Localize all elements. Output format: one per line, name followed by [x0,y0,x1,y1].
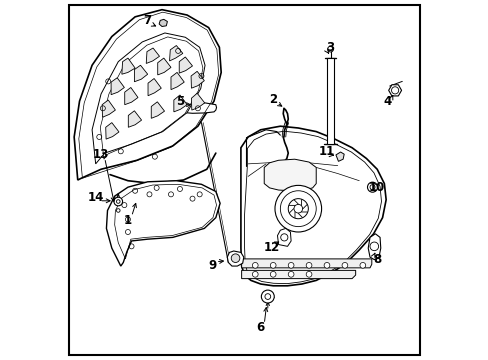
Polygon shape [174,95,187,112]
Polygon shape [134,65,147,82]
Polygon shape [122,58,135,74]
Polygon shape [326,58,333,144]
Polygon shape [388,85,401,96]
Circle shape [324,262,329,268]
Polygon shape [179,57,192,73]
Polygon shape [148,78,161,96]
Polygon shape [111,78,124,95]
Circle shape [270,271,276,277]
Polygon shape [367,234,380,260]
Polygon shape [241,259,371,268]
Polygon shape [128,111,142,127]
Text: 13: 13 [93,148,109,161]
Circle shape [367,182,377,192]
Polygon shape [169,45,183,61]
Text: 6: 6 [256,321,264,334]
Text: 8: 8 [372,253,381,266]
Polygon shape [74,10,221,180]
Circle shape [305,262,311,268]
Polygon shape [171,72,184,90]
Polygon shape [159,19,167,27]
Polygon shape [241,270,355,279]
Text: 3: 3 [326,41,334,54]
Circle shape [231,254,239,262]
Circle shape [114,197,122,206]
Polygon shape [241,126,386,286]
Circle shape [287,262,293,268]
Circle shape [359,262,365,268]
Polygon shape [105,123,119,139]
Polygon shape [124,87,138,105]
Polygon shape [264,159,316,191]
Polygon shape [277,228,290,246]
Polygon shape [92,33,204,164]
Polygon shape [102,100,115,117]
Circle shape [327,46,333,52]
Text: 2: 2 [268,93,277,106]
Circle shape [274,185,321,232]
Polygon shape [227,251,244,266]
Polygon shape [176,103,216,113]
Polygon shape [191,71,204,88]
Circle shape [252,262,258,268]
Polygon shape [106,181,220,266]
Text: 7: 7 [143,14,151,27]
Text: 12: 12 [263,241,279,254]
Text: 14: 14 [87,191,103,204]
Polygon shape [158,58,171,75]
Text: 1: 1 [123,214,132,227]
Text: 4: 4 [383,95,391,108]
Circle shape [287,199,308,219]
Circle shape [261,290,274,303]
Circle shape [305,271,311,277]
Text: 5: 5 [176,95,183,108]
Polygon shape [191,93,204,110]
Circle shape [270,262,276,268]
Polygon shape [146,48,159,63]
Circle shape [252,271,258,277]
Circle shape [341,262,347,268]
Text: 11: 11 [318,145,334,158]
Text: 10: 10 [368,181,385,194]
Circle shape [287,271,293,277]
Polygon shape [151,102,164,118]
Text: 9: 9 [208,259,216,272]
Polygon shape [335,152,344,161]
